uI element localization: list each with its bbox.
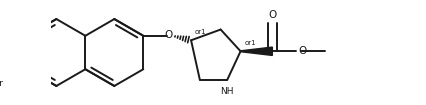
Text: O: O (164, 30, 173, 40)
Text: Br: Br (0, 79, 3, 88)
Polygon shape (241, 47, 272, 55)
Text: or1: or1 (245, 40, 256, 46)
Text: O: O (298, 46, 307, 56)
Text: or1: or1 (195, 29, 206, 35)
Text: O: O (268, 10, 276, 20)
Text: NH: NH (221, 87, 234, 96)
